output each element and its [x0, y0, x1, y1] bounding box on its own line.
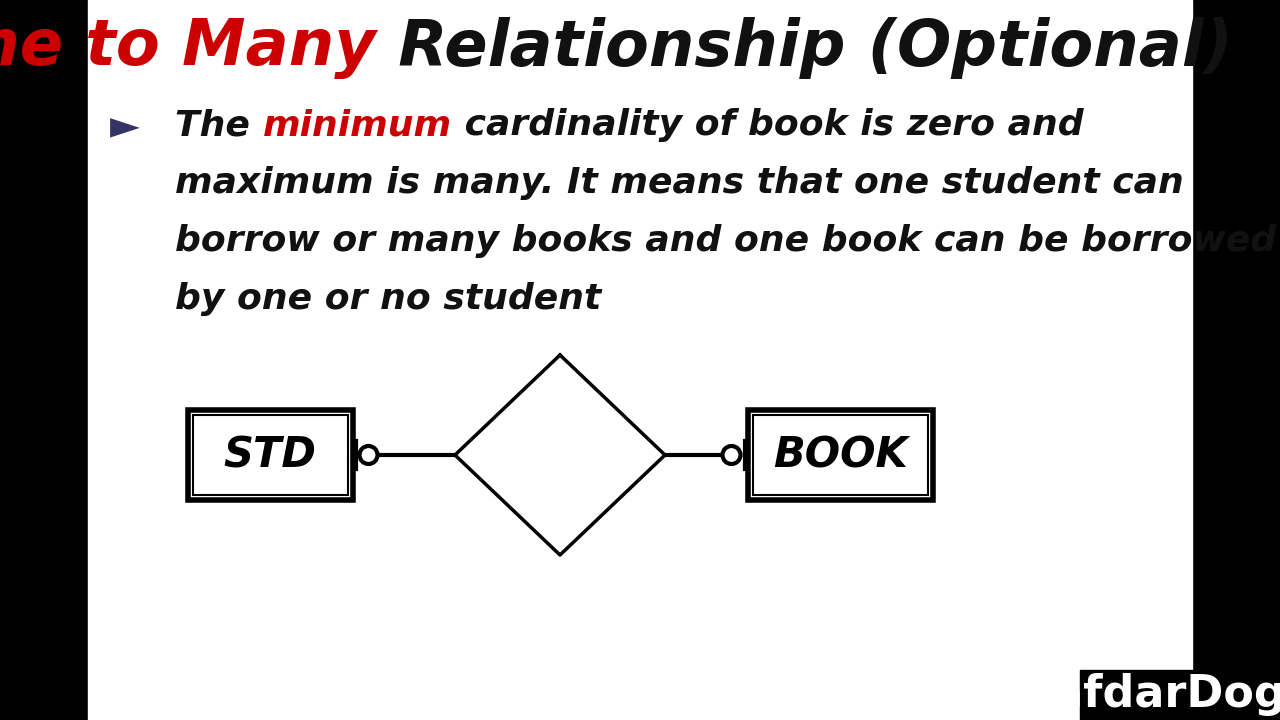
Text: by one or no student: by one or no student [175, 282, 602, 316]
Bar [748, 410, 933, 500]
Bar [0, 0, 88, 720]
Bar [1192, 0, 1280, 720]
Text: maximum is many. It means that one student can: maximum is many. It means that one stude… [175, 166, 1184, 200]
Circle shape [722, 446, 741, 464]
Text: cardinality of book is zero and: cardinality of book is zero and [452, 108, 1083, 142]
Text: ►: ► [110, 108, 140, 146]
Bar [1080, 670, 1280, 720]
Bar [88, 0, 1192, 720]
Text: BOOK: BOOK [773, 434, 908, 476]
Text: minimum: minimum [262, 108, 452, 142]
Bar [192, 415, 347, 495]
Text: Relationship (Optional): Relationship (Optional) [376, 17, 1233, 79]
Bar [753, 415, 928, 495]
Bar [187, 410, 352, 500]
Circle shape [360, 446, 378, 464]
Text: borrow or many books and one book can be borrowed: borrow or many books and one book can be… [175, 224, 1276, 258]
Text: One to Many: One to Many [0, 17, 376, 79]
Text: SafdarDogar: SafdarDogar [1021, 673, 1280, 716]
Text: The: The [175, 108, 262, 142]
Text: STD: STD [224, 434, 316, 476]
